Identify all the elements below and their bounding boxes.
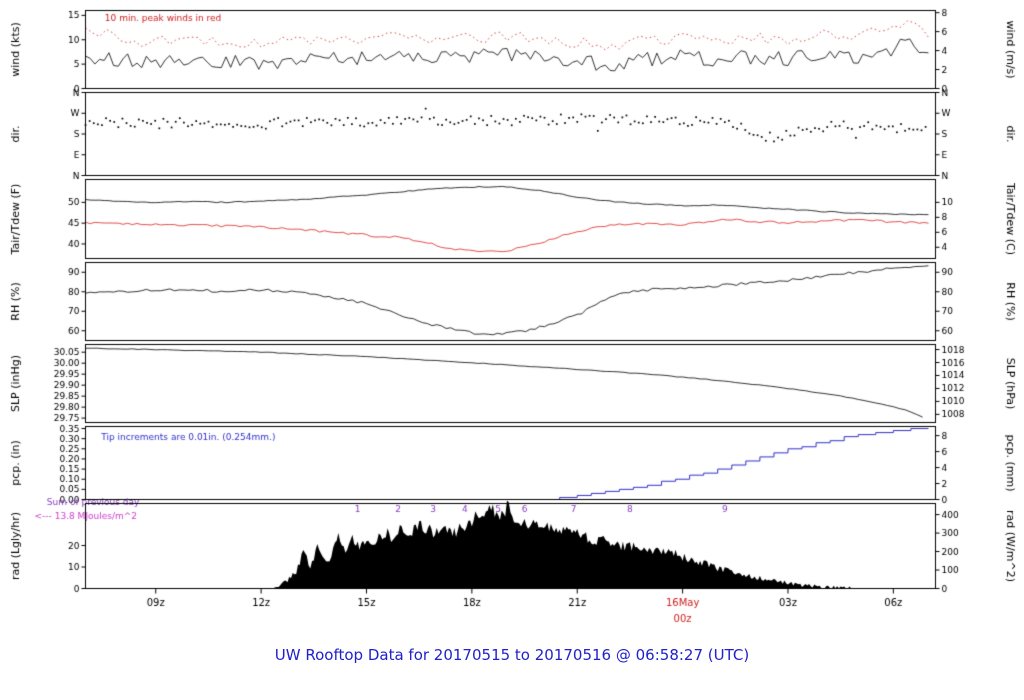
page-title: UW Rooftop Data for 20170515 to 20170516… <box>274 646 750 664</box>
